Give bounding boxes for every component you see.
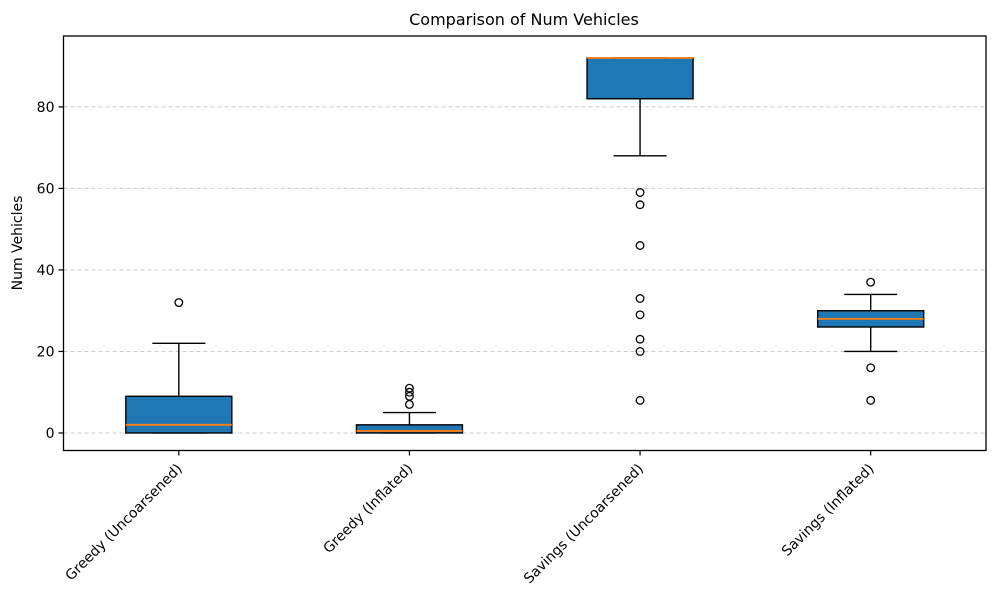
plot-layer [125, 57, 925, 434]
x-tick-label-savings-inflated: Savings (Inflated) [779, 461, 878, 560]
outlier-point [635, 395, 645, 405]
box-body [355, 424, 464, 434]
outlier-point [635, 347, 645, 356]
y-tick-label-0: 0 [46, 426, 55, 442]
outlier-point [174, 298, 184, 308]
outlier-point [866, 395, 876, 405]
box-body [125, 395, 233, 434]
chart-title: Comparison of Num Vehicles [409, 10, 639, 29]
plot-frame [62, 35, 987, 452]
y-tick-label-20: 20 [37, 344, 55, 360]
box-greedy-uncoarsened [125, 298, 233, 434]
y-axis-label: Num Vehicles [10, 196, 26, 291]
grid-layer [63, 106, 986, 434]
outlier-point [866, 277, 876, 287]
box-body [586, 57, 694, 100]
x-tick-label-savings-uncoarsened: Savings (Uncoarsened) [521, 461, 647, 587]
y-tick-label-40: 40 [37, 263, 55, 279]
outlier-point [635, 188, 645, 197]
outlier-point [404, 387, 414, 397]
y-tick-label-60: 60 [37, 181, 55, 197]
outlier-point [635, 200, 645, 210]
outlier-point [635, 294, 645, 303]
box-savings-inflated [816, 277, 925, 405]
outlier-point [635, 310, 645, 320]
outlier-point [635, 241, 645, 250]
outlier-point [635, 334, 645, 344]
x-tick-label-greedy-inflated: Greedy (Inflated) [320, 461, 416, 557]
y-tick-label-80: 80 [37, 100, 55, 116]
outlier-point [866, 363, 876, 373]
box-savings-uncoarsened [586, 57, 694, 405]
outlier-point [404, 399, 414, 409]
outlier-point [404, 383, 414, 393]
x-tick-label-greedy-uncoarsened: Greedy (Uncoarsened) [63, 461, 186, 584]
box-greedy-inflated [355, 383, 464, 434]
